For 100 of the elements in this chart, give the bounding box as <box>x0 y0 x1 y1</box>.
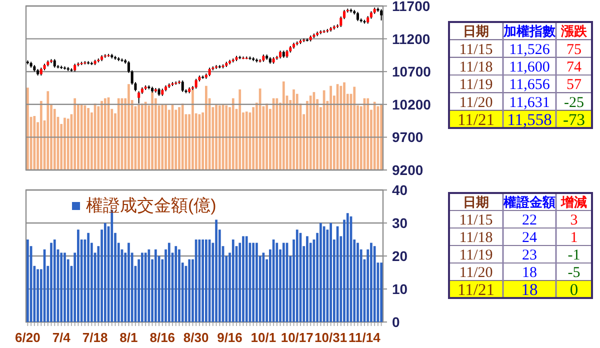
bar <box>330 86 332 170</box>
text: 11,526 <box>509 42 550 58</box>
bar <box>128 242 130 322</box>
text: 0 <box>570 280 578 300</box>
bar <box>128 84 130 170</box>
text: 23 <box>522 248 537 264</box>
bar <box>218 105 221 170</box>
bar <box>188 259 191 322</box>
text: 18 <box>521 280 538 300</box>
bar <box>356 242 359 322</box>
x-tick-label: 6/20 <box>15 330 40 345</box>
bar <box>164 104 167 170</box>
bar <box>245 236 248 322</box>
bar <box>26 240 29 322</box>
bar <box>353 86 356 170</box>
y-tick-label: 9200 <box>392 162 424 178</box>
text: 22 <box>522 212 537 229</box>
y-tick-label: 30 <box>392 215 408 231</box>
y-tick-label: 0 <box>392 314 400 330</box>
bar <box>252 242 255 322</box>
text: 1 <box>570 230 578 246</box>
x-tick-label: 10/1 <box>250 330 276 345</box>
bar <box>64 252 66 322</box>
text: 24 <box>522 230 538 246</box>
bar <box>242 236 244 322</box>
text: 11/19 <box>459 248 493 264</box>
text: 11/20 <box>459 94 493 111</box>
text: -73 <box>563 110 585 130</box>
bar <box>60 252 63 322</box>
y-tick-label: 20 <box>392 248 408 264</box>
candlestick <box>356 11 360 22</box>
bar <box>306 236 308 322</box>
text: 權證金額 <box>502 194 556 210</box>
bar <box>366 98 370 170</box>
bar <box>282 81 285 170</box>
x-tick-label: 10/17 <box>280 330 314 345</box>
bar <box>168 242 170 322</box>
bar <box>205 86 208 170</box>
bar <box>161 104 164 170</box>
bar <box>26 88 29 170</box>
text: 11/21 <box>458 280 494 300</box>
bar <box>141 104 144 170</box>
x-tick-label: 11/14 <box>348 330 382 345</box>
bar <box>266 104 268 170</box>
bar <box>292 89 295 170</box>
x-tick-label: 10/31 <box>314 330 348 345</box>
candlestick <box>380 8 383 21</box>
y-tick-label: 10 <box>392 281 408 297</box>
bar <box>373 102 376 170</box>
bar <box>53 240 56 322</box>
candlestick <box>194 78 198 90</box>
x-tick-label: 8/1 <box>120 330 138 345</box>
bar <box>276 242 278 322</box>
text: 11/18 <box>459 230 493 246</box>
text: 11/18 <box>459 60 493 76</box>
text: 增減 <box>560 194 587 210</box>
bar <box>194 240 198 322</box>
bar <box>141 252 144 322</box>
y-tick-label: 10200 <box>392 96 432 112</box>
bar <box>100 100 103 170</box>
bar <box>36 269 39 322</box>
y-tick-label: 10700 <box>392 64 432 80</box>
bar <box>346 213 349 322</box>
bar <box>104 98 106 170</box>
bar <box>178 249 180 322</box>
bar <box>256 242 258 322</box>
text: 日期 <box>463 194 489 210</box>
text: 74 <box>566 60 582 76</box>
bar <box>77 230 80 322</box>
bar <box>296 230 298 322</box>
x-tick-label: 7/18 <box>82 330 108 345</box>
bar <box>64 118 66 170</box>
bar <box>373 246 376 322</box>
text: 11/15 <box>459 212 493 229</box>
bar <box>343 82 346 170</box>
text: 11,558 <box>507 110 552 130</box>
text: 57 <box>566 77 582 94</box>
bar <box>192 89 194 170</box>
bar <box>154 249 157 322</box>
bar <box>215 104 218 170</box>
x-tick-label: 8/30 <box>183 330 209 345</box>
y-tick-label: 9700 <box>392 129 424 146</box>
bar <box>151 92 154 170</box>
bar <box>340 86 342 170</box>
bar <box>232 240 234 322</box>
bar <box>232 98 234 170</box>
bar <box>309 96 312 170</box>
text: 11/21 <box>458 110 494 130</box>
bar <box>178 107 180 170</box>
text: 18 <box>522 265 537 282</box>
bar <box>330 223 332 322</box>
text: 加權指數 <box>502 24 556 39</box>
bar <box>74 98 76 170</box>
bar <box>296 94 298 170</box>
bar <box>87 108 90 170</box>
bar <box>50 242 52 322</box>
bar <box>282 242 285 322</box>
text: -5 <box>568 265 580 282</box>
bar <box>138 104 140 170</box>
bar <box>181 104 184 170</box>
